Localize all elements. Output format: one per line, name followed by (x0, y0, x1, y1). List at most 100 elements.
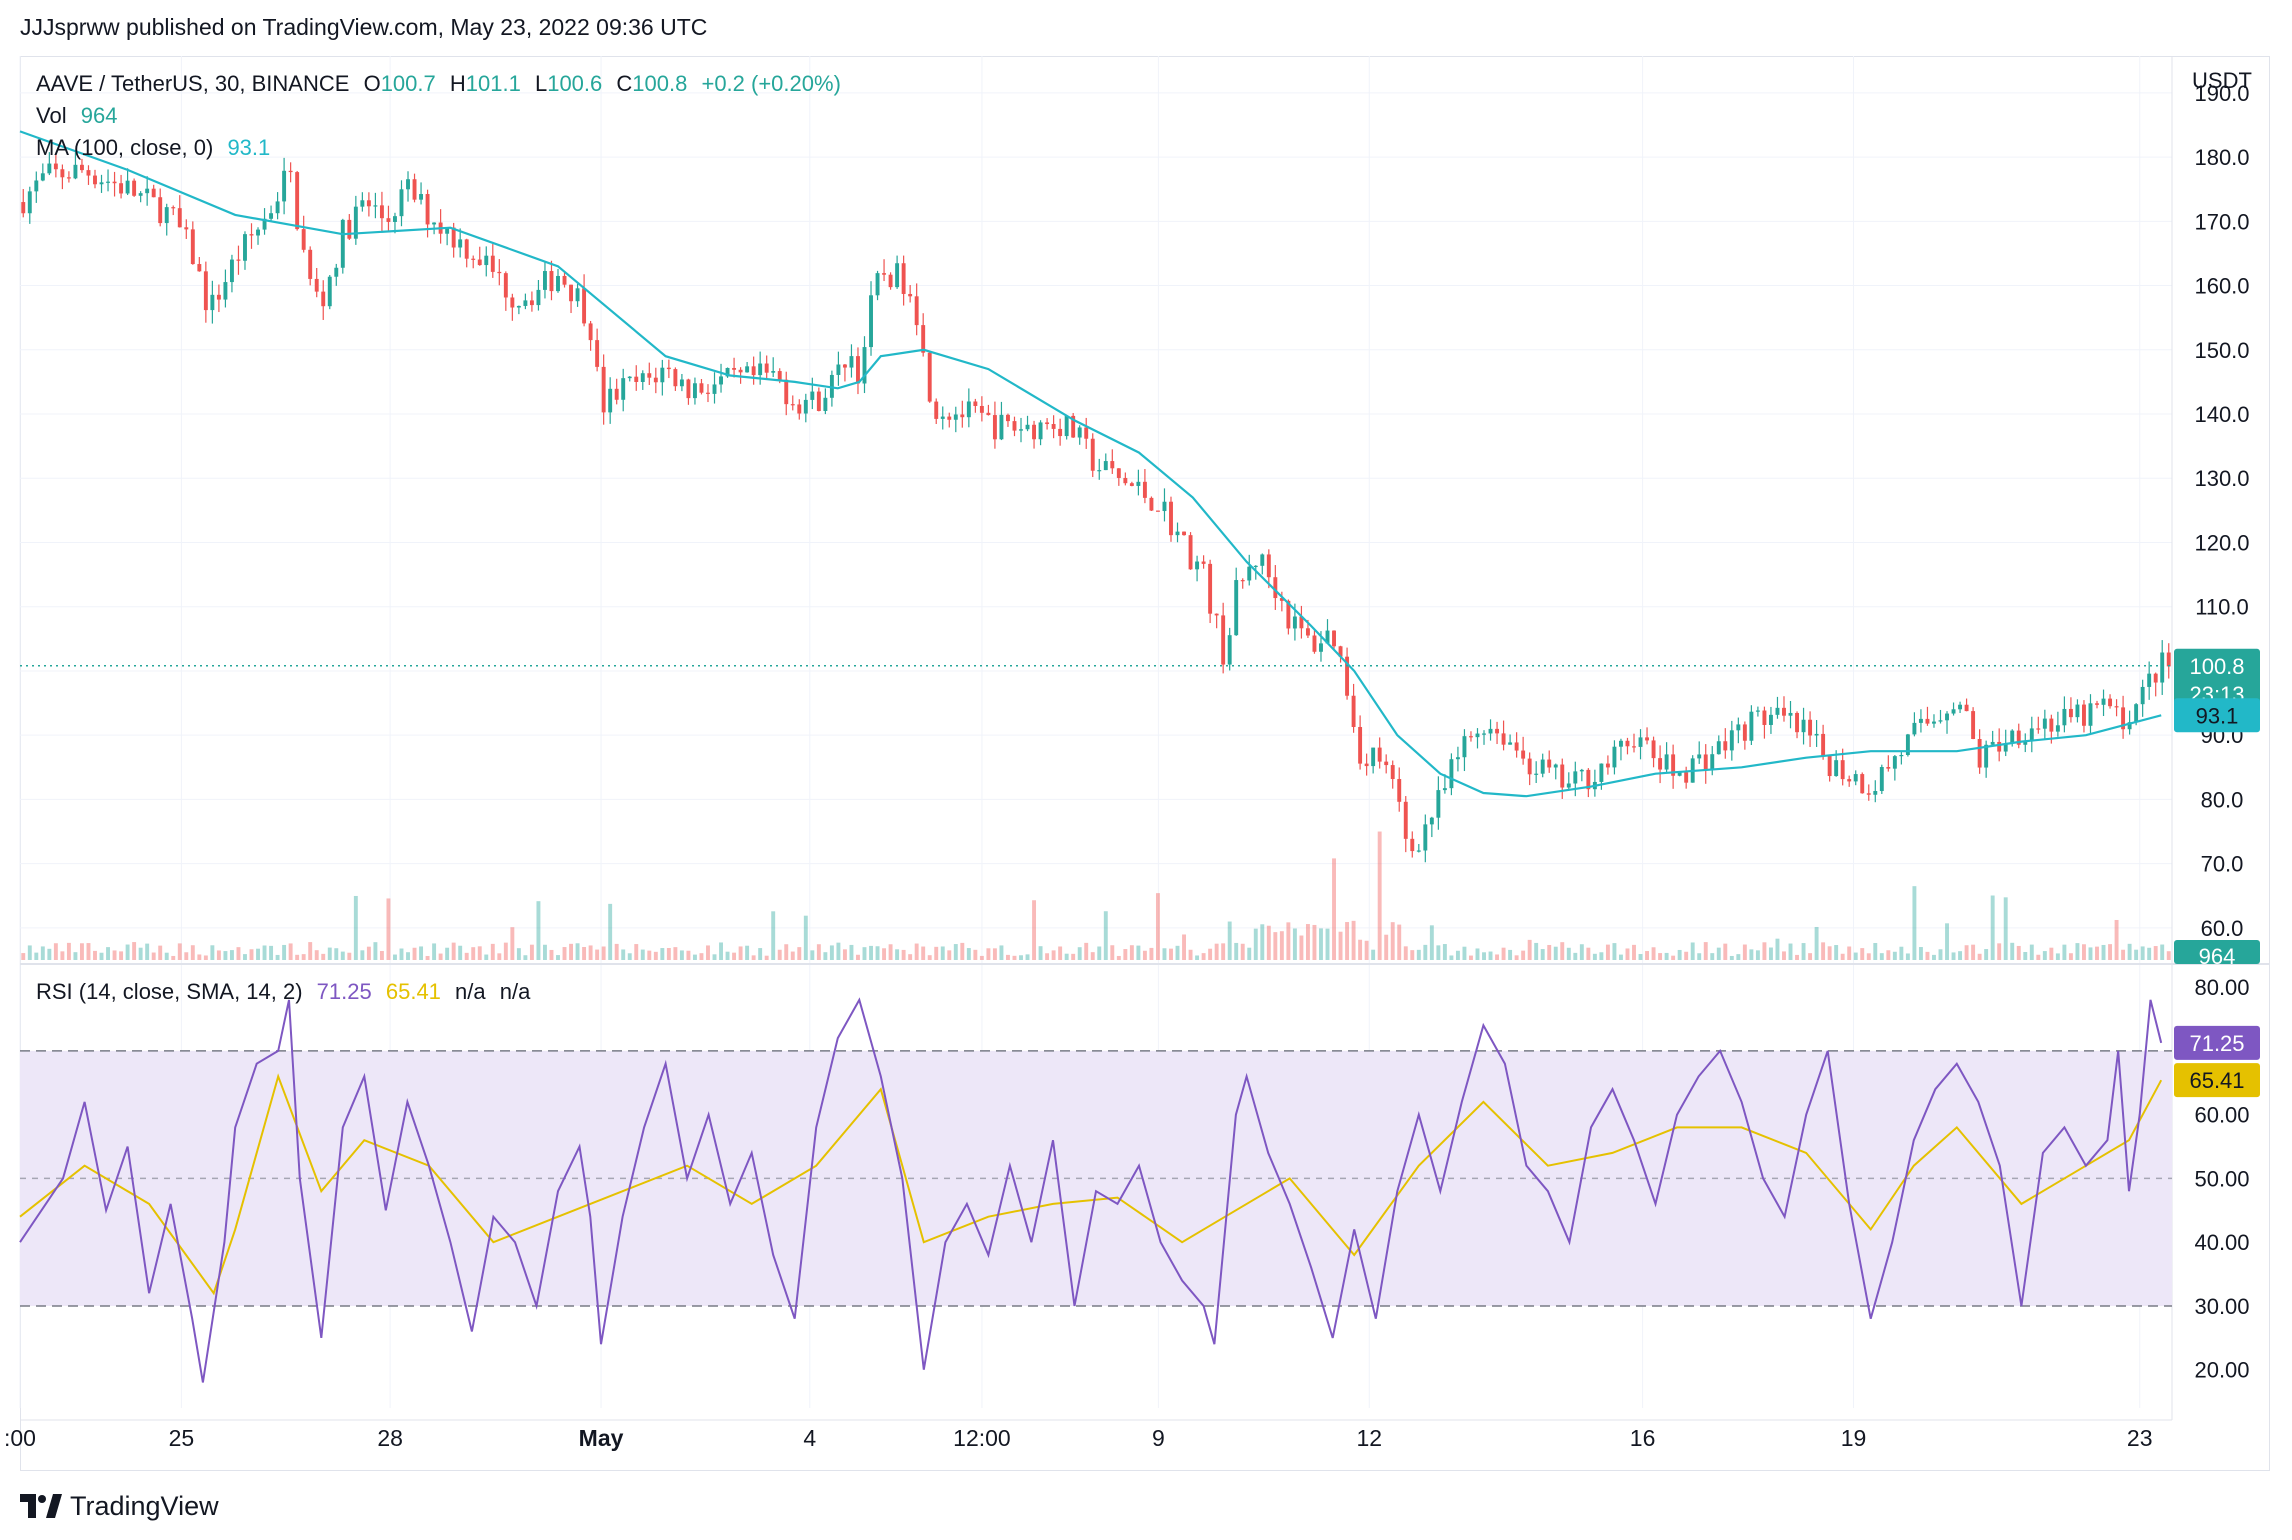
volume-bar (112, 950, 117, 960)
ohlc-readout: O100.7 H101.1 L100.6 C100.8 +0.2 (+0.20%… (364, 71, 849, 96)
volume-bar (1658, 953, 1663, 960)
volume-bar (1788, 943, 1793, 960)
volume-bar (1638, 954, 1643, 960)
volume-bar (1716, 947, 1721, 960)
candle-body (1932, 721, 1936, 724)
volume-bar (543, 944, 547, 960)
volume-bar (1938, 949, 1943, 960)
volume-bar (1103, 911, 1108, 960)
volume-bar (601, 946, 606, 960)
volume-bar (1188, 949, 1193, 960)
candle-body (445, 227, 450, 234)
volume-bar (334, 948, 339, 960)
volume-bar (406, 952, 410, 960)
volume-bar (888, 944, 893, 960)
candle-body (60, 169, 65, 178)
volume-bar (1338, 931, 1343, 960)
volume-bar (1221, 943, 1226, 960)
volume-bar (1025, 954, 1030, 960)
candle-body (1808, 719, 1813, 736)
volume-bar (353, 895, 358, 960)
candle-body (1299, 616, 1304, 629)
volume-bar (1501, 947, 1506, 960)
volume-bar (960, 942, 965, 960)
volume-bar (1071, 953, 1076, 960)
volume-bar (1977, 953, 1982, 960)
volume-bar (490, 943, 495, 960)
volume-bar (1521, 950, 1526, 960)
rsi-ma-line[interactable] (19, 1073, 2163, 1296)
candle-body (529, 300, 534, 306)
candle-body (425, 194, 430, 225)
volume-bar (1684, 951, 1689, 960)
volume-bar (1019, 955, 1023, 960)
volume-tag-bg (2174, 940, 2260, 964)
candle-body (1632, 746, 1636, 748)
volume-bar (464, 952, 469, 960)
volume-bar (1775, 938, 1780, 960)
volume-bar (732, 952, 737, 960)
volume-bar (862, 947, 867, 960)
candle-body (771, 371, 776, 373)
candle-body (1847, 779, 1852, 782)
candle-body (862, 347, 867, 384)
footer-logo[interactable]: TradingView (20, 1488, 219, 1524)
chart-canvas[interactable]: :00 25 28 May 4 12:00 9 12 16 19 23 190.0 180.0 170.0… (0, 0, 2292, 1480)
candle-body (1579, 769, 1584, 772)
candle-body (992, 415, 997, 440)
volume-legend-label[interactable]: Vol (36, 103, 67, 128)
x-tick-label: 23 (2127, 1425, 2153, 1451)
candle-body (503, 273, 508, 298)
volume-bar (1455, 950, 1460, 960)
rsi-legend-label[interactable]: RSI (14, close, SMA, 14, 2) (36, 979, 303, 1004)
candle-body (960, 414, 965, 418)
volume-bar (2003, 897, 2008, 960)
candle-body (627, 376, 632, 379)
candle-body (1573, 771, 1578, 784)
ma-legend-label[interactable]: MA (100, close, 0) (36, 135, 214, 160)
rsi-line[interactable] (19, 997, 2163, 1383)
candle-body (1612, 746, 1617, 768)
volume-bar (1710, 953, 1715, 960)
candle-body (1775, 707, 1780, 715)
candle-body (999, 414, 1004, 440)
ma-line[interactable] (19, 130, 2162, 798)
candle-body (523, 300, 528, 306)
volume-bar (2140, 946, 2145, 960)
candle-body (973, 401, 978, 406)
candle-body (1553, 764, 1558, 768)
candle-body (706, 392, 710, 394)
candle-body (184, 227, 189, 230)
candle-body (1710, 754, 1715, 770)
volume-bar (653, 951, 658, 960)
candle-body (914, 296, 919, 326)
candle-body (1384, 761, 1389, 766)
volume-bar (1677, 949, 1682, 960)
candle-body (393, 216, 397, 222)
volume-bar (1247, 947, 1252, 960)
candle-body (1827, 756, 1832, 777)
volume-bar (1142, 950, 1147, 960)
candle-body (1742, 724, 1747, 741)
candle-body (764, 363, 769, 373)
volume-bar (627, 953, 632, 960)
volume-bar (790, 951, 795, 960)
candle-body (595, 340, 600, 367)
candle-body (1521, 750, 1526, 759)
candle-body (777, 371, 782, 380)
volume-bar (164, 952, 169, 960)
candle-body (2075, 704, 2080, 718)
volume-bar (588, 945, 593, 960)
volume-bar (1123, 949, 1128, 960)
symbol-label[interactable]: AAVE / TetherUS, 30, BINANCE (36, 71, 350, 96)
x-tick-label: :00 (4, 1425, 36, 1451)
volume-bar (686, 950, 691, 960)
rsi-value-tag-bg (2174, 1025, 2260, 1060)
candle-body (1449, 759, 1454, 789)
volume-bar (2160, 944, 2165, 960)
candle-body (549, 271, 554, 292)
x-tick-label: May (579, 1425, 624, 1451)
volume-bar (666, 948, 671, 960)
candle-body (1182, 531, 1186, 536)
price-tick-label: 140.0 (2194, 402, 2249, 427)
